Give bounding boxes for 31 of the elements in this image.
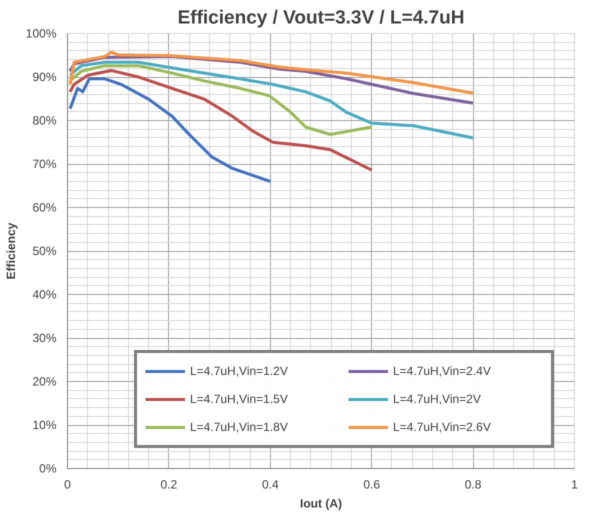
y-axis-title: Efficiency: [4, 222, 18, 280]
y-tick-label: 60%: [32, 200, 57, 214]
x-tick-label: 0.8: [464, 478, 482, 492]
legend-label: L=4.7uH,Vin=2.4V: [393, 364, 492, 378]
y-tick-label: 10%: [32, 418, 57, 432]
y-tick-label: 80%: [32, 114, 57, 128]
y-tick-label: 50%: [32, 244, 57, 258]
y-tick-label: 30%: [32, 331, 57, 345]
y-tick-label: 40%: [32, 288, 57, 302]
x-tick-label: 1: [571, 478, 578, 492]
legend-label: L=4.7uH,Vin=2V: [393, 392, 482, 406]
x-tick-label: 0: [64, 478, 72, 492]
y-tick-label: 20%: [32, 374, 57, 388]
legend-label: L=4.7uH,Vin=1.8V: [190, 420, 289, 434]
legend-label: L=4.7uH,Vin=1.5V: [190, 392, 289, 406]
y-tick-label: 100%: [26, 26, 57, 40]
x-axis-title: Iout (A): [300, 496, 342, 510]
y-tick-label: 90%: [32, 70, 57, 84]
legend-label: L=4.7uH,Vin=1.2V: [190, 364, 289, 378]
line-series: [68, 60, 475, 140]
y-tick-label: 0%: [39, 462, 57, 476]
y-tick-label: 70%: [32, 157, 57, 171]
legend-label: L=4.7uH,Vin=2.6V: [393, 420, 492, 434]
line-series: [68, 77, 272, 183]
chart-title: Efficiency / Vout=3.3V / L=4.7uH: [178, 8, 464, 28]
x-tick-label: 0.6: [363, 478, 380, 492]
line-series: [68, 68, 374, 172]
x-tick-label: 0.4: [262, 478, 279, 492]
line-series: [68, 64, 374, 136]
x-tick-label: 0.2: [160, 478, 178, 492]
line-series: [68, 50, 475, 95]
